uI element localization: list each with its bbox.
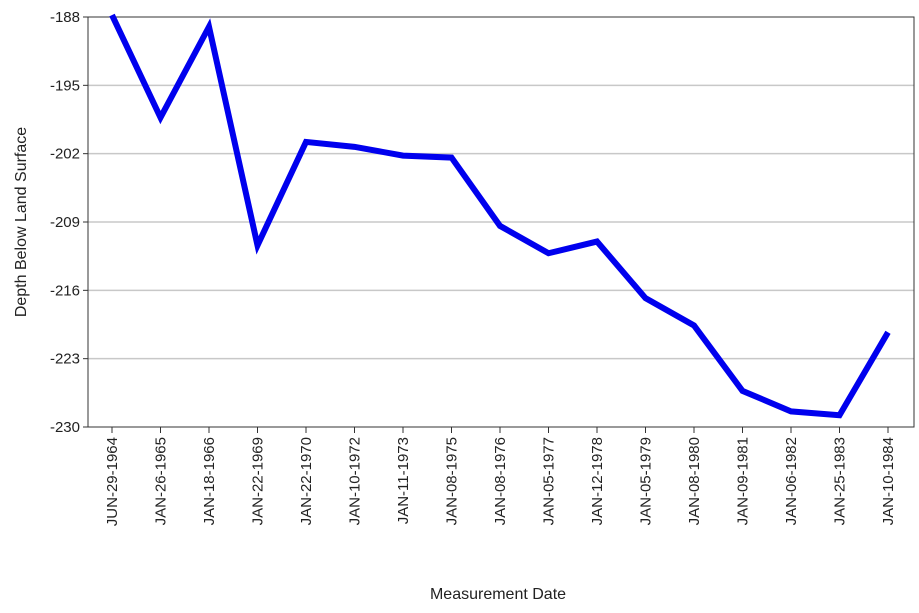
x-tick-label: JAN-22-1970 <box>298 437 315 525</box>
y-tick-label: -230 <box>50 419 80 436</box>
data-point <box>694 325 695 326</box>
data-point <box>500 225 501 226</box>
x-tick-label: JUN-29-1964 <box>104 437 121 526</box>
x-tick-label: JAN-09-1981 <box>735 437 752 525</box>
data-point <box>403 155 404 156</box>
data-point <box>306 141 307 142</box>
data-point <box>791 411 792 412</box>
data-point <box>839 415 840 416</box>
x-tick-label: JAN-22-1969 <box>250 437 267 525</box>
y-tick-label: -202 <box>50 146 80 163</box>
x-tick-label: JAN-11-1973 <box>395 437 412 524</box>
x-tick-labels: JUN-29-1964 JAN-26-1965 JAN-18-1966 JAN-22-… <box>104 437 897 526</box>
x-tick-label: JAN-08-1980 <box>686 437 703 525</box>
series-layer <box>109 13 891 419</box>
x-tick-label: JAN-25-1983 <box>832 437 849 525</box>
data-point <box>257 245 258 246</box>
y-tick-label: -223 <box>50 351 80 368</box>
x-tick-label: JAN-05-1979 <box>638 437 655 525</box>
axes <box>83 16 915 433</box>
x-tick-label: JAN-18-1966 <box>201 437 218 525</box>
data-point <box>209 26 210 27</box>
x-tick-label: JAN-05-1977 <box>541 437 558 525</box>
data-point <box>112 15 113 16</box>
x-tick-label: JAN-08-1976 <box>492 437 509 525</box>
data-point <box>645 298 646 299</box>
y-tick-label: -209 <box>50 214 80 231</box>
x-tick-label: JAN-26-1965 <box>153 437 170 525</box>
series-line <box>109 13 891 419</box>
x-axis-title: Measurement Date <box>430 586 566 603</box>
x-tick-label: JAN-10-1984 <box>880 437 897 525</box>
y-tick-label: -216 <box>50 282 80 299</box>
y-tick-labels: -188 -195 -202 -209 -216 -223 -230 <box>50 9 80 436</box>
x-tick-label: JAN-08-1975 <box>444 437 461 525</box>
data-point <box>160 117 161 118</box>
x-tick-label: JAN-12-1978 <box>589 437 606 525</box>
y-axis-title: Depth Below Land Surface <box>13 127 30 317</box>
x-tick-label: JAN-06-1982 <box>783 437 800 525</box>
data-point <box>742 390 743 391</box>
plot-frame <box>87 16 915 428</box>
data-point <box>548 253 549 254</box>
y-tick-label: -195 <box>50 77 80 94</box>
data-point <box>451 157 452 158</box>
y-tick-label: -188 <box>50 9 80 26</box>
x-tick-label: JAN-10-1972 <box>347 437 364 525</box>
data-point <box>597 241 598 242</box>
data-point <box>888 332 889 333</box>
grid-lines <box>88 84 914 360</box>
data-point <box>354 146 355 147</box>
